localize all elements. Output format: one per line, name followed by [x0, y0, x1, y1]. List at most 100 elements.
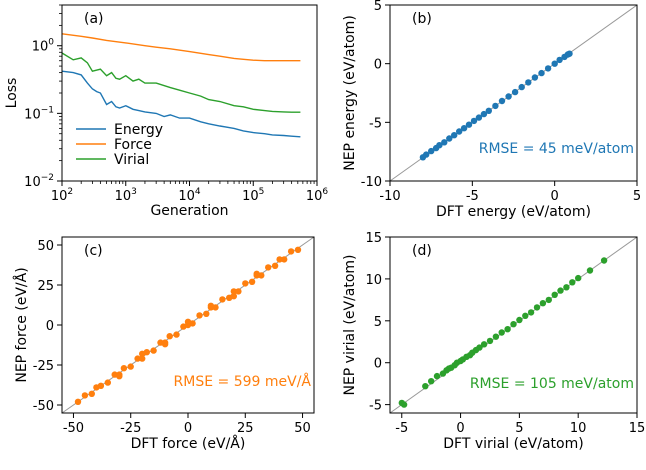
- axes-frame: [389, 4, 638, 182]
- data-point: [600, 257, 608, 264]
- y-tick-label: 0: [374, 357, 382, 372]
- data-point: [446, 135, 453, 142]
- data-point: [242, 280, 249, 287]
- x-tick-label: 0: [551, 189, 559, 204]
- x-tick-label: 0: [456, 421, 464, 436]
- data-point: [538, 69, 545, 77]
- x-axis-label: DFT energy (eV/atom): [436, 204, 591, 220]
- data-point: [456, 128, 463, 135]
- data-point: [465, 121, 473, 128]
- data-point: [480, 341, 488, 348]
- data-point: [219, 296, 226, 303]
- data-point: [422, 383, 429, 390]
- panel-c: -50 -25 0 25 50 -50 -25 0 25 50 (c) DFT force (eV/Å…: [13, 236, 315, 452]
- tick-exponent: 3: [131, 187, 137, 197]
- data-point: [451, 132, 458, 139]
- data-point: [518, 83, 525, 91]
- tick-base: 10: [115, 189, 132, 204]
- x-axis-label: DFT force (eV/Å): [131, 435, 246, 452]
- data-point: [441, 139, 448, 146]
- data-point: [207, 302, 215, 309]
- data-point: [566, 50, 573, 57]
- x-tick-label: 104: [178, 187, 201, 204]
- y-tick-label: 15: [365, 231, 382, 246]
- panel-d: -5 0 5 10 15 -5 0 5 10 15 (d) DFT virial (eV/atom) N…: [342, 231, 645, 452]
- tick-base: 10: [178, 189, 195, 204]
- data-point: [81, 392, 89, 399]
- x-tick-label: 106: [306, 187, 329, 204]
- y-tick-label: -25: [33, 359, 54, 374]
- y-axis-label: NEP virial (eV/atom): [342, 254, 358, 395]
- tick-base: 10: [24, 175, 41, 190]
- x-tick-label: 10: [570, 421, 587, 436]
- x-tick-label: 102: [51, 187, 73, 204]
- data-point: [276, 256, 283, 263]
- y-tick-label: 0: [374, 58, 382, 73]
- y-tick-label: 5: [374, 0, 382, 14]
- data-point: [116, 373, 123, 380]
- data-point: [492, 333, 500, 340]
- data-point: [551, 291, 558, 298]
- panel-label: (b): [412, 11, 432, 27]
- x-tick-label: -5: [395, 421, 408, 436]
- rmse-annotation: RMSE = 105 meV/atom: [470, 376, 634, 392]
- legend-label-virial: Virial: [114, 152, 149, 168]
- data-point: [475, 114, 483, 121]
- data-point: [161, 341, 169, 348]
- tick-base: 10: [51, 189, 68, 204]
- y-tick-label: 25: [37, 279, 54, 294]
- data-point: [527, 309, 535, 316]
- tick-base: 10: [242, 189, 259, 204]
- series-line-energy: [61, 70, 301, 138]
- data-point: [88, 390, 96, 397]
- data-point: [525, 79, 532, 86]
- data-point: [294, 246, 302, 253]
- y-tick-label: 10: [365, 273, 382, 288]
- data-point: [504, 326, 511, 333]
- data-point: [196, 312, 203, 319]
- data-point: [139, 355, 146, 362]
- data-point: [230, 293, 237, 300]
- data-point: [400, 401, 408, 408]
- panel-label: (a): [84, 11, 104, 27]
- data-point: [485, 107, 492, 115]
- tick-base: 10: [24, 107, 41, 122]
- data-point: [74, 398, 82, 405]
- data-point: [531, 74, 539, 81]
- data-point: [544, 65, 552, 72]
- data-point: [271, 262, 279, 269]
- data-point: [556, 56, 563, 64]
- y-tick-label: 5: [374, 315, 382, 330]
- data-point: [428, 147, 435, 155]
- tick-base: 10: [32, 40, 49, 55]
- x-tick-label: -25: [120, 421, 141, 436]
- y-tick-label: -50: [33, 399, 54, 414]
- data-point: [281, 256, 288, 263]
- panel-a: 102 103 104 105 10610−210−1100(a)GenerationL…: [4, 4, 329, 219]
- data-point: [492, 102, 499, 110]
- x-tick-label: 25: [237, 421, 254, 436]
- data-point: [423, 151, 430, 158]
- data-point: [505, 93, 512, 100]
- data-point: [551, 60, 558, 67]
- data-point: [586, 267, 594, 274]
- data-point: [287, 248, 295, 255]
- legend-label-force: Force: [114, 137, 152, 153]
- data-point: [476, 344, 483, 351]
- data-point: [248, 278, 256, 285]
- rmse-annotation: RMSE = 45 meV/atom: [479, 141, 634, 157]
- data-point: [486, 337, 494, 345]
- data-point: [498, 97, 506, 105]
- x-tick-label: 105: [242, 187, 264, 204]
- tick-exponent: 2: [67, 187, 73, 197]
- data-point: [428, 378, 435, 385]
- rmse-annotation: RMSE = 599 meV/Å: [174, 373, 312, 390]
- panel-b: -10 -5 0 5 -10 -5 0 5 (b) DFT energy (eV/atom) NEP…: [342, 0, 641, 220]
- data-point: [230, 288, 237, 295]
- data-point: [104, 379, 112, 386]
- data-point: [253, 270, 260, 277]
- x-tick-label: 50: [294, 421, 311, 436]
- data-point: [139, 350, 146, 357]
